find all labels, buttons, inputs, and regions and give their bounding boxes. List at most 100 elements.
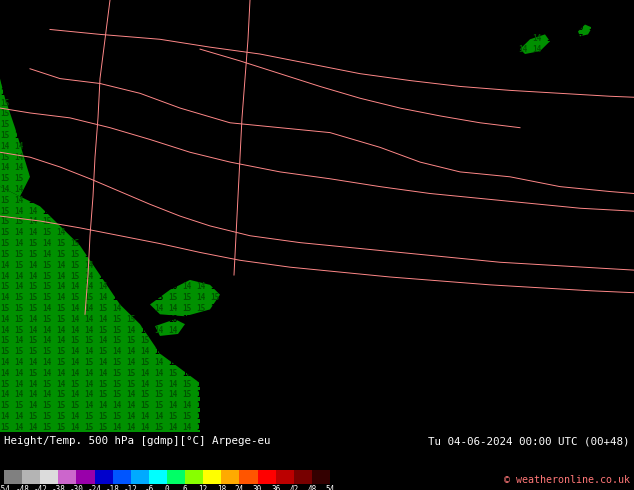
Text: 15: 15 <box>197 304 205 313</box>
Text: 16: 16 <box>602 12 612 21</box>
Text: 16: 16 <box>490 412 500 421</box>
Text: 15: 15 <box>224 153 233 162</box>
Text: 14: 14 <box>84 315 94 324</box>
Text: 17: 17 <box>448 77 458 86</box>
Text: 17: 17 <box>574 88 584 97</box>
Text: 16: 16 <box>322 391 332 399</box>
Text: 15: 15 <box>378 325 387 335</box>
Text: 15: 15 <box>378 293 387 302</box>
Text: 16: 16 <box>322 347 332 356</box>
Text: 15: 15 <box>574 423 584 432</box>
Text: 16: 16 <box>56 45 66 53</box>
Text: 17: 17 <box>322 88 332 97</box>
Text: 16: 16 <box>308 174 318 183</box>
Text: 14: 14 <box>29 207 37 216</box>
Text: 18: 18 <box>140 23 150 32</box>
Text: 16: 16 <box>322 131 332 140</box>
Text: 16: 16 <box>505 293 514 302</box>
Text: 18: 18 <box>238 23 248 32</box>
Text: 16: 16 <box>238 12 248 21</box>
Text: 16: 16 <box>365 369 373 378</box>
Text: 17: 17 <box>533 66 541 75</box>
Text: 48: 48 <box>307 485 316 490</box>
Text: 18: 18 <box>406 12 416 21</box>
Text: 16: 16 <box>351 196 359 205</box>
Text: 17: 17 <box>98 109 108 119</box>
Text: 16: 16 <box>420 412 430 421</box>
Text: 16: 16 <box>322 207 332 216</box>
Text: 16: 16 <box>42 142 51 151</box>
Text: 16: 16 <box>337 401 346 410</box>
Text: 15: 15 <box>1 380 10 389</box>
Text: 15: 15 <box>154 293 164 302</box>
Text: 15: 15 <box>140 358 150 367</box>
Text: 17: 17 <box>602 164 612 172</box>
Text: 15: 15 <box>210 196 219 205</box>
Text: 18: 18 <box>351 261 359 270</box>
Text: 17: 17 <box>84 12 94 21</box>
Text: 15: 15 <box>420 282 430 292</box>
Text: 16: 16 <box>197 120 205 129</box>
Text: 16: 16 <box>197 88 205 97</box>
Text: 16: 16 <box>602 77 612 86</box>
Text: 18: 18 <box>42 45 51 53</box>
Text: 16: 16 <box>266 423 276 432</box>
Text: 18: 18 <box>574 142 584 151</box>
Text: 16: 16 <box>183 271 191 280</box>
Text: 18: 18 <box>280 153 290 162</box>
Text: 18: 18 <box>588 271 598 280</box>
Text: 15: 15 <box>42 412 51 421</box>
Text: 16: 16 <box>378 131 387 140</box>
Text: 15: 15 <box>112 391 122 399</box>
Text: 16: 16 <box>224 45 233 53</box>
Text: 15: 15 <box>280 412 290 421</box>
Text: 16: 16 <box>238 228 248 237</box>
Text: 16: 16 <box>519 401 527 410</box>
Text: 17: 17 <box>588 55 598 64</box>
Text: 15: 15 <box>29 304 37 313</box>
Text: 17: 17 <box>294 164 304 172</box>
Text: 17: 17 <box>365 55 373 64</box>
Text: 15: 15 <box>169 412 178 421</box>
Text: 16: 16 <box>337 325 346 335</box>
Text: 16: 16 <box>490 55 500 64</box>
Text: 17: 17 <box>533 88 541 97</box>
Text: 16: 16 <box>308 358 318 367</box>
Text: 15: 15 <box>238 239 248 248</box>
Text: 14: 14 <box>42 304 51 313</box>
Text: 17: 17 <box>547 336 555 345</box>
Text: 18: 18 <box>98 164 108 172</box>
Bar <box>77 470 94 484</box>
Text: 15: 15 <box>197 271 205 280</box>
Text: 17: 17 <box>126 98 136 108</box>
Text: 17: 17 <box>337 1 346 10</box>
Text: 18: 18 <box>574 315 584 324</box>
Text: 16: 16 <box>588 88 598 97</box>
Text: 15: 15 <box>280 271 290 280</box>
Text: 15: 15 <box>112 325 122 335</box>
Text: -42: -42 <box>33 485 47 490</box>
Text: 18: 18 <box>420 369 430 378</box>
Text: 14: 14 <box>15 391 23 399</box>
Text: 18: 18 <box>547 66 555 75</box>
Text: 15: 15 <box>140 336 150 345</box>
Text: 16: 16 <box>505 239 514 248</box>
Text: 16: 16 <box>365 109 373 119</box>
Text: 16: 16 <box>505 55 514 64</box>
Text: 14: 14 <box>42 336 51 345</box>
Text: 17: 17 <box>337 293 346 302</box>
Text: 15: 15 <box>547 207 555 216</box>
Text: 18: 18 <box>197 1 205 10</box>
Text: 16: 16 <box>616 347 626 356</box>
Text: 15: 15 <box>308 153 318 162</box>
Text: 17: 17 <box>98 120 108 129</box>
Text: 16: 16 <box>197 174 205 183</box>
Text: 15: 15 <box>574 196 584 205</box>
Text: 16: 16 <box>519 109 527 119</box>
Text: 15: 15 <box>490 164 500 172</box>
Text: 16: 16 <box>252 391 262 399</box>
Text: 15: 15 <box>588 369 598 378</box>
Text: 16: 16 <box>140 239 150 248</box>
Text: 17: 17 <box>98 66 108 75</box>
Text: 18: 18 <box>337 45 346 53</box>
